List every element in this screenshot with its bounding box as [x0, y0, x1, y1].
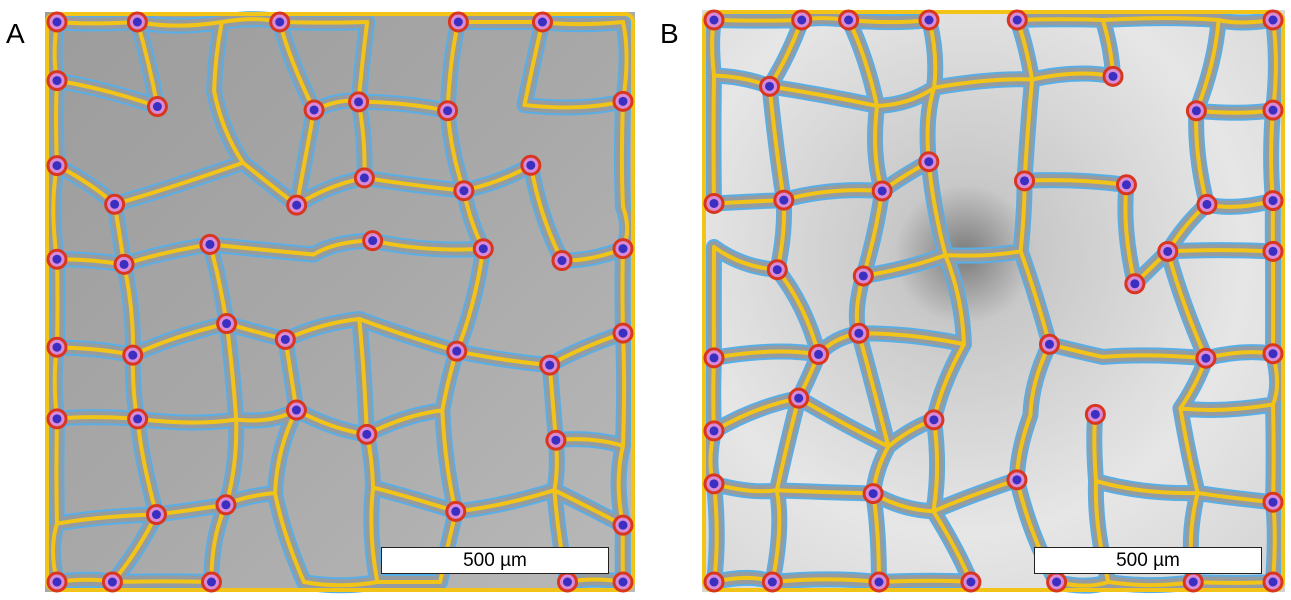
junction-center	[710, 16, 719, 25]
junction-center	[443, 106, 452, 115]
panel-label: B	[660, 18, 679, 50]
junction-center	[878, 186, 887, 195]
junction-center	[710, 353, 719, 362]
junction-center	[459, 186, 468, 195]
junction-center	[110, 200, 119, 209]
junction-center	[1269, 106, 1278, 115]
junction-center	[354, 97, 363, 106]
micrographs	[0, 0, 1291, 600]
junction-center	[619, 578, 628, 587]
junction-center	[1109, 72, 1118, 81]
junction-center	[275, 18, 284, 27]
junction-center	[538, 18, 547, 27]
junction-center	[557, 256, 566, 265]
junction-center	[53, 76, 62, 85]
scale-bar: 500 µm	[381, 547, 609, 574]
junction-center	[551, 436, 560, 445]
junction-center	[53, 578, 62, 587]
junction-center	[1269, 196, 1278, 205]
junction-center	[120, 260, 129, 269]
junction-center	[779, 196, 788, 205]
junction-center	[545, 361, 554, 370]
junction-center	[133, 18, 142, 27]
junction-center	[1269, 16, 1278, 25]
junction-center	[292, 201, 301, 210]
junction-center	[1122, 180, 1131, 189]
junction-center	[1192, 106, 1201, 115]
junction-center	[794, 394, 803, 403]
junction-center	[128, 351, 137, 360]
junction-center	[152, 510, 161, 519]
junction-center	[53, 18, 62, 27]
junction-center	[451, 507, 460, 516]
junction-center	[1269, 498, 1278, 507]
junction-center	[619, 329, 628, 338]
junction-center	[924, 16, 933, 25]
junction-center	[924, 157, 933, 166]
junction-center	[619, 97, 628, 106]
junction-center	[281, 335, 290, 344]
junction-center	[452, 347, 461, 356]
junction-center	[874, 578, 883, 587]
junction-center	[53, 255, 62, 264]
panel-label: A	[6, 18, 25, 50]
junction-center	[966, 578, 975, 587]
junction-center	[205, 240, 214, 249]
junction-center	[1130, 279, 1139, 288]
junction-center	[844, 16, 853, 25]
junction-center	[929, 415, 938, 424]
junction-center	[368, 236, 377, 245]
junction-center	[1163, 247, 1172, 256]
junction-center	[710, 426, 719, 435]
junction-center	[1201, 354, 1210, 363]
junction-center	[108, 578, 117, 587]
junction-center	[526, 161, 535, 170]
junction-center	[859, 271, 868, 280]
junction-center	[773, 265, 782, 274]
junction-center	[710, 479, 719, 488]
junction-center	[869, 489, 878, 498]
junction-center	[207, 578, 216, 587]
junction-center	[310, 105, 319, 114]
junction-center	[479, 244, 488, 253]
junction-center	[1269, 349, 1278, 358]
junction-center	[768, 578, 777, 587]
junction-center	[153, 102, 162, 111]
junction-center	[53, 414, 62, 423]
junction-center	[765, 82, 774, 91]
junction-center	[1202, 200, 1211, 209]
junction-center	[1091, 410, 1100, 419]
junction-center	[1013, 16, 1022, 25]
junction-center	[360, 173, 369, 182]
junction-center	[710, 578, 719, 587]
junction-center	[292, 406, 301, 415]
junction-center	[1269, 578, 1278, 587]
junction-center	[221, 500, 230, 509]
junction-center	[133, 414, 142, 423]
junction-center	[1045, 340, 1054, 349]
junction-center	[1269, 247, 1278, 256]
junction-center	[619, 244, 628, 253]
junction-center	[1020, 176, 1029, 185]
junction-center	[1189, 578, 1198, 587]
junction-center	[1052, 578, 1061, 587]
junction-center	[362, 430, 371, 439]
junction-center	[563, 578, 572, 587]
junction-center	[53, 161, 62, 170]
junction-center	[854, 329, 863, 338]
junction-center	[797, 16, 806, 25]
junction-center	[619, 521, 628, 530]
figure: A B 500 µm 500 µm	[0, 0, 1291, 600]
junction-center	[454, 18, 463, 27]
junction-center	[1012, 475, 1021, 484]
junction-center	[814, 350, 823, 359]
junction-center	[222, 319, 231, 328]
scale-bar: 500 µm	[1034, 547, 1262, 574]
junction-center	[53, 343, 62, 352]
junction-center	[710, 199, 719, 208]
